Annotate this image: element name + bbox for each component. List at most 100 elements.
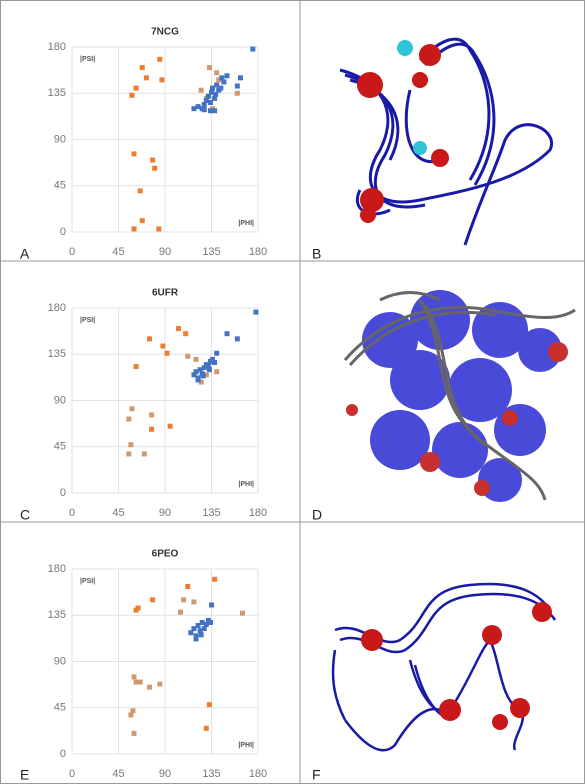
- point: [216, 77, 222, 83]
- point: [203, 622, 209, 627]
- y-tick-label: 180: [48, 302, 66, 314]
- point: [191, 599, 197, 605]
- point: [198, 379, 204, 385]
- x-tick-label: 90: [159, 768, 171, 780]
- point: [131, 674, 137, 680]
- x-tick-label: 45: [112, 246, 124, 258]
- point: [164, 350, 170, 356]
- point: [219, 75, 225, 81]
- y-axis-label: |PSI|: [80, 317, 95, 324]
- point: [250, 46, 256, 52]
- point: [224, 331, 230, 337]
- x-axis-label: |PHI|: [238, 742, 254, 749]
- point: [234, 83, 240, 89]
- point: [207, 619, 213, 625]
- point: [201, 102, 207, 108]
- point: [139, 65, 145, 71]
- y-axis-label: |PSI|: [80, 56, 95, 63]
- point: [197, 628, 203, 634]
- panel-letter: D: [312, 507, 322, 523]
- point: [209, 602, 214, 608]
- y-tick-label: 0: [60, 748, 66, 760]
- y-tick-label: 90: [54, 655, 66, 667]
- point: [149, 412, 155, 418]
- point: [201, 626, 207, 632]
- point: [159, 77, 165, 83]
- x-tick-label: 180: [249, 246, 267, 258]
- point: [207, 108, 213, 114]
- point: [141, 451, 147, 457]
- point: [224, 73, 230, 79]
- y-tick-label: 0: [60, 226, 66, 238]
- point: [193, 636, 199, 642]
- point: [201, 107, 207, 113]
- point: [185, 353, 191, 359]
- point: [129, 406, 135, 412]
- y-tick-label: 45: [54, 441, 66, 453]
- point: [240, 610, 245, 616]
- point: [156, 226, 162, 232]
- y-tick-label: 45: [54, 702, 66, 714]
- point: [212, 576, 218, 582]
- point: [237, 75, 243, 81]
- cyan-b: [397, 40, 427, 155]
- point: [206, 702, 212, 708]
- point: [212, 95, 218, 101]
- point: [152, 165, 158, 171]
- panel-letter: C: [20, 507, 30, 523]
- panel-letter: B: [312, 246, 321, 262]
- point: [199, 619, 205, 625]
- point: [214, 82, 220, 88]
- point: [214, 369, 220, 375]
- blobs-b: [357, 44, 449, 223]
- point: [205, 93, 211, 99]
- point: [137, 679, 143, 685]
- point: [183, 331, 189, 337]
- point: [195, 623, 201, 629]
- point: [234, 90, 240, 96]
- point: [191, 626, 197, 632]
- point: [213, 91, 219, 97]
- point: [147, 336, 152, 342]
- point: [193, 633, 199, 639]
- point: [181, 597, 187, 603]
- y-tick-label: 180: [48, 41, 66, 53]
- x-tick-label: 0: [69, 507, 75, 519]
- x-tick-label: 45: [112, 507, 124, 519]
- point: [160, 343, 166, 349]
- point: [201, 365, 207, 371]
- point: [214, 350, 220, 356]
- chart-title: 7NCG: [151, 27, 179, 38]
- x-tick-label: 180: [249, 507, 267, 519]
- x-axis-label: |PHI|: [238, 481, 254, 488]
- x-tick-label: 0: [69, 246, 75, 258]
- point: [133, 679, 139, 685]
- point: [221, 79, 227, 85]
- point: [195, 104, 201, 110]
- panel-letter: F: [312, 767, 321, 783]
- y-tick-label: 135: [48, 609, 66, 621]
- point: [137, 188, 143, 194]
- point: [135, 605, 141, 611]
- blobs-f: [361, 602, 552, 730]
- point: [200, 373, 206, 379]
- point: [212, 359, 218, 365]
- point: [193, 356, 199, 362]
- point: [212, 108, 218, 114]
- point: [129, 92, 135, 98]
- point: [210, 85, 216, 91]
- point: [206, 367, 212, 373]
- panel-letter: E: [20, 767, 29, 783]
- point: [149, 426, 155, 432]
- point: [175, 326, 181, 332]
- point: [203, 372, 209, 378]
- x-tick-label: 135: [202, 768, 220, 780]
- chart-title: 6PEO: [152, 549, 179, 560]
- point: [128, 442, 134, 448]
- point: [147, 684, 152, 690]
- y-tick-label: 135: [48, 348, 66, 360]
- point: [197, 367, 203, 373]
- point: [191, 106, 197, 112]
